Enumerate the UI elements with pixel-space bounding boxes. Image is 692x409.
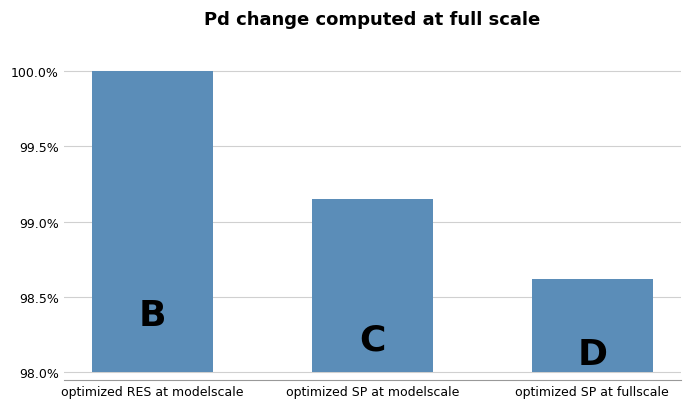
Bar bbox=[92, 72, 213, 373]
Text: D: D bbox=[577, 337, 608, 371]
Text: C: C bbox=[359, 323, 385, 357]
Text: B: B bbox=[138, 299, 166, 333]
Bar bbox=[532, 279, 653, 373]
Title: Pd change computed at full scale: Pd change computed at full scale bbox=[204, 11, 540, 29]
Bar bbox=[312, 200, 433, 373]
